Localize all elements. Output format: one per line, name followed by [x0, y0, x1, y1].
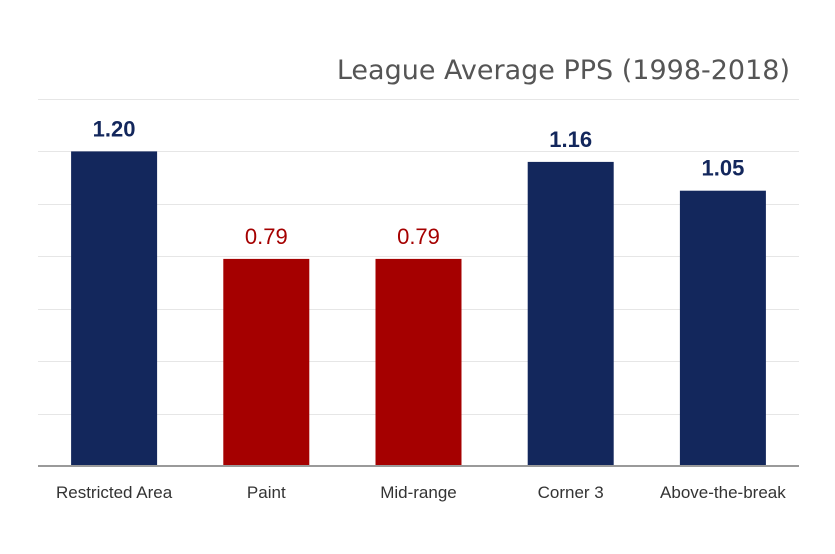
- value-labels: 1.20 0.79 0.79 1.16 1.05: [93, 116, 745, 249]
- data-label: 0.79: [397, 224, 440, 249]
- chart-title: League Average PPS (1998-2018): [337, 55, 790, 86]
- data-label: 1.05: [701, 156, 744, 181]
- category-label: Corner 3: [538, 483, 604, 502]
- bar: [71, 151, 158, 466]
- category-labels: Restricted Area Paint Mid-range Corner 3 Abo…: [56, 483, 786, 502]
- data-label: 0.79: [245, 224, 288, 249]
- category-label: Above-the-break: [660, 483, 786, 502]
- bars: [71, 151, 766, 466]
- category-label: Mid-range: [380, 483, 457, 502]
- data-label: 1.16: [549, 127, 592, 152]
- bar: [527, 161, 614, 466]
- bar: [679, 190, 766, 466]
- category-label: Paint: [247, 483, 286, 502]
- bar: [375, 258, 462, 466]
- category-label: Restricted Area: [56, 483, 173, 502]
- bar: [223, 258, 310, 466]
- data-label: 1.20: [93, 116, 136, 141]
